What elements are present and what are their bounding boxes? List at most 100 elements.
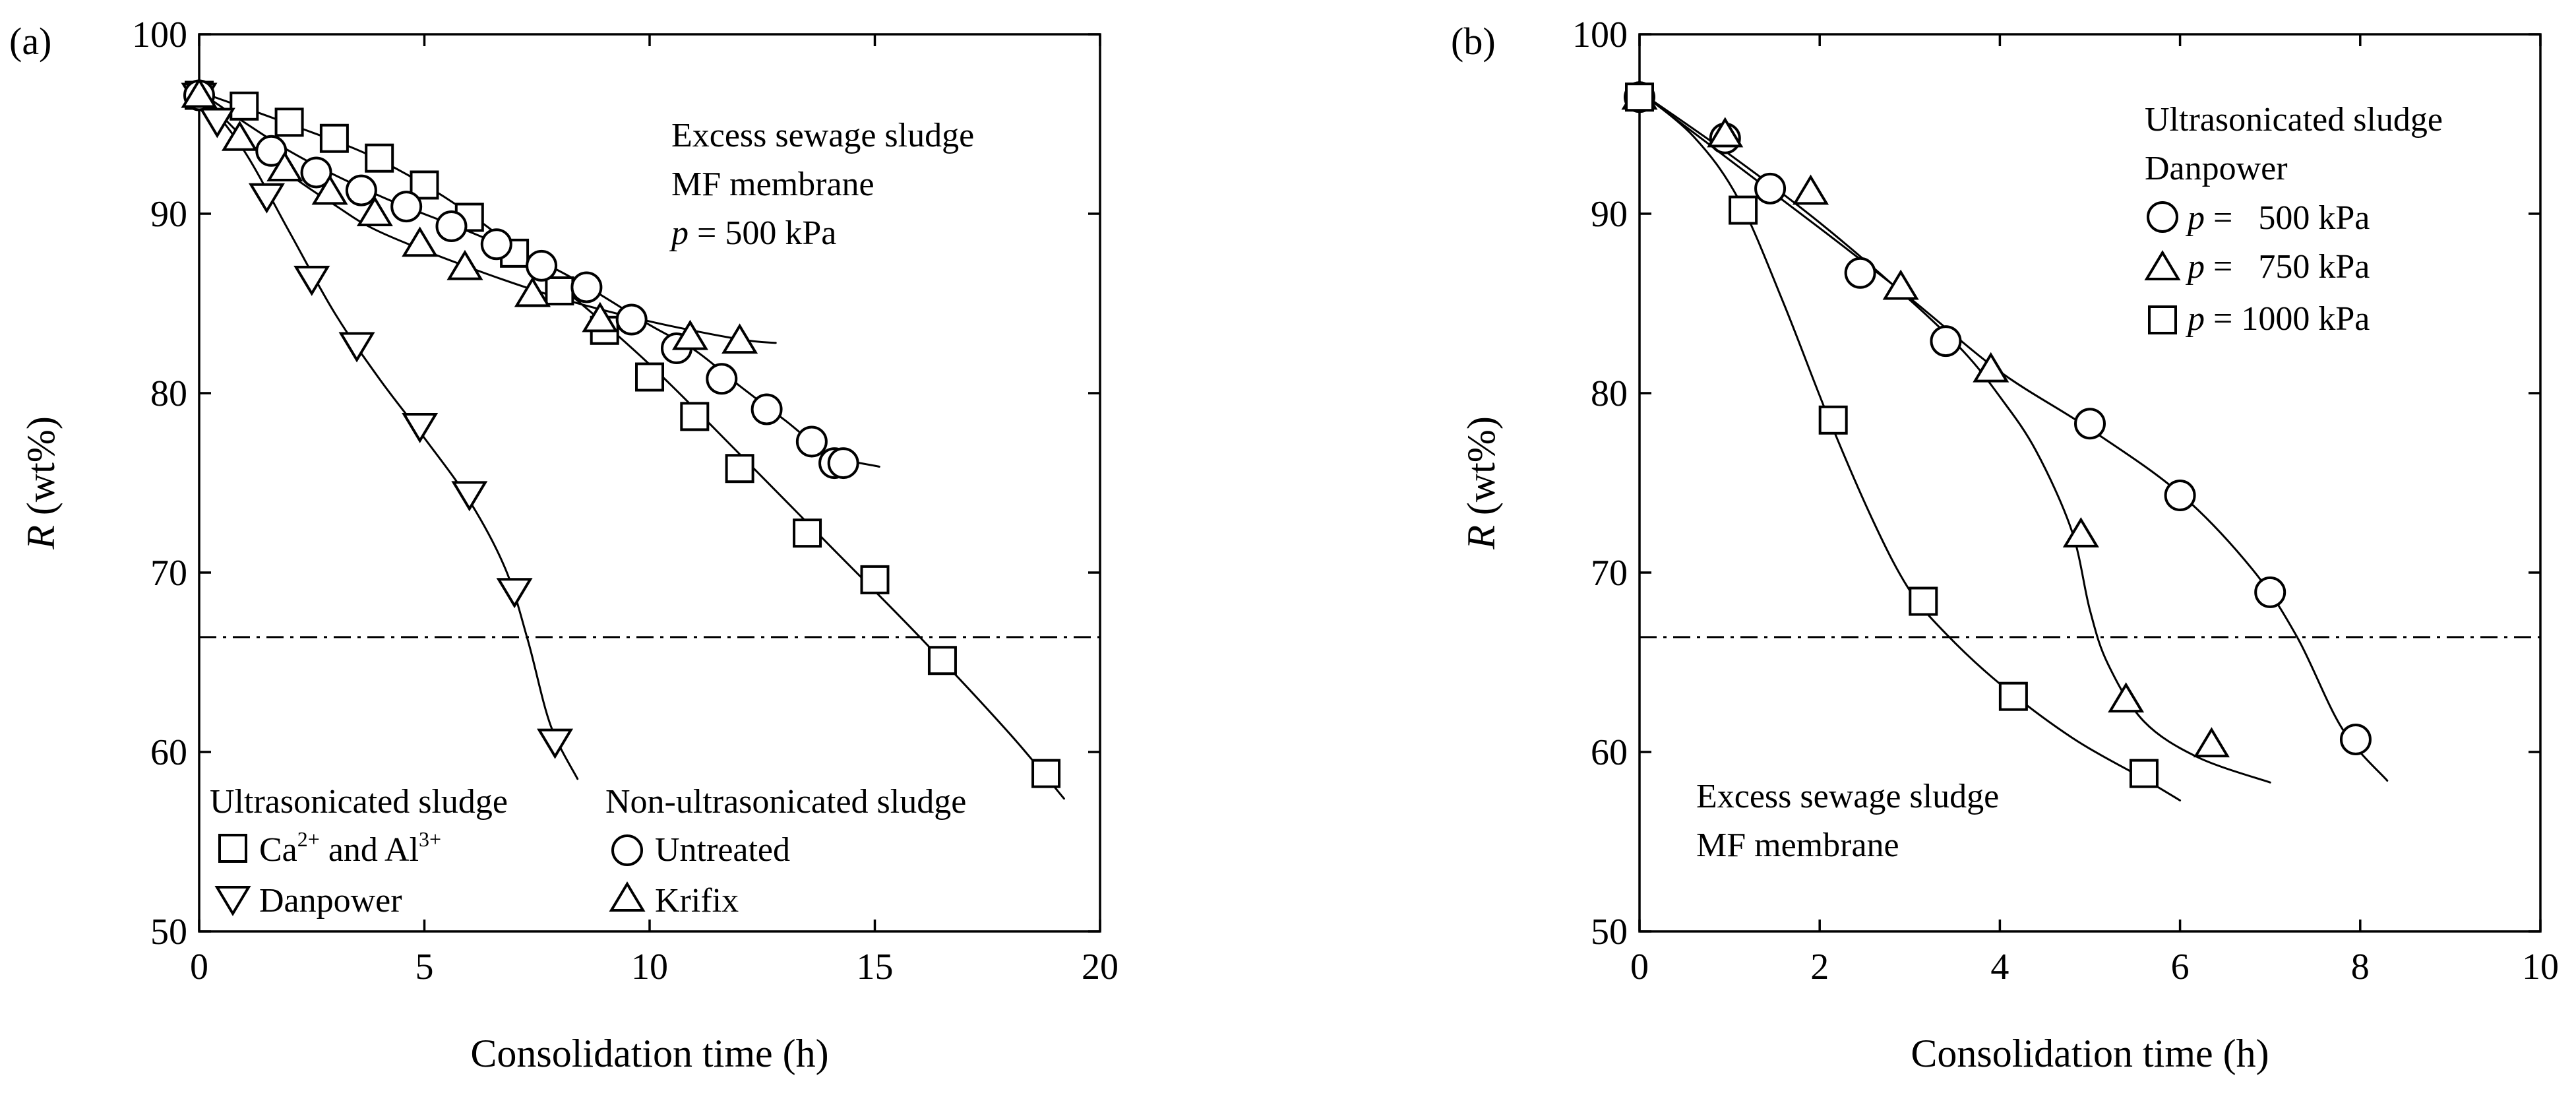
panel-a-point-untreated-13: [795, 425, 828, 458]
panel-a-point-untreated-9: [615, 303, 648, 336]
panel-b-point-p-750-kpa-5: [2062, 516, 2099, 548]
panel-b-point-p-750-kpa-4: [1973, 352, 2009, 383]
panel-a-point-ca2-and-al3-8: [545, 276, 574, 305]
panel-a-point-krifix-2: [266, 151, 303, 181]
panel-b-point-p-1000-kpa-1: [1729, 195, 1758, 225]
panel-a-point-ca2-and-al3-12: [725, 454, 754, 484]
panel-b-point-p-1000-kpa-5: [2129, 759, 2159, 788]
panel-a-point-danpower-5: [402, 412, 439, 443]
panel-b-x-tick-label-2: 2: [1810, 947, 1829, 987]
panel-a-point-untreated-5: [435, 210, 468, 243]
panel-a-legend-entry-krifix: Krifix: [655, 882, 739, 920]
panel-b-x-tick-label-6: 6: [2171, 947, 2190, 987]
panel-b-data-points: [1621, 79, 2372, 788]
panel-a-point-danpower-8: [537, 728, 574, 759]
panel-a-x-axis-label: Consolidation time (h): [470, 1032, 828, 1075]
panel-b-x-tick-label-0: 0: [1630, 947, 1649, 987]
panel-a-legend-square-marker: [218, 834, 247, 863]
panel-a-x-tick-label-10: 10: [631, 947, 668, 987]
panel-a-point-untreated-4: [390, 191, 423, 223]
panel-b-x-tick-label-4: 4: [1990, 947, 2009, 987]
panel-a-point-danpower-7: [496, 578, 533, 609]
panel-b-fit-p-750-kpa: [1638, 90, 2271, 784]
panel-a-point-ca2-and-al3-3: [319, 123, 349, 153]
panel-b-y-tick-label-80: 80: [1591, 373, 1628, 414]
panel-b-y-axis-unit: (wt%): [1459, 416, 1503, 515]
panel-a-y-tick-label-100: 100: [132, 15, 187, 55]
panel-a-pressure-symbol: p: [669, 214, 689, 252]
panel-a-legend-title-non-ultrasonicated: Non-ultrasonicated sludge: [605, 783, 966, 821]
panel-a-legend-triangle-down-marker: [214, 886, 251, 916]
panel-b-point-p-1000-kpa-0: [1625, 82, 1654, 112]
panel-b-x-tick-label-8: 8: [2351, 947, 2370, 987]
panel-b-annotation-top-line-2: Danpower: [2145, 150, 2288, 187]
panel-a-point-ca2-and-al3-13: [793, 518, 822, 548]
panel-a: (a) 0 5 10 15 20 50 60 70 80 90 100 Consolidation …: [9, 15, 1119, 1075]
panel-b-x-tick-label-10: 10: [2522, 947, 2559, 987]
panel-b-point-p-750-kpa-2: [1793, 174, 1829, 205]
panel-b-y-tick-label-60: 60: [1591, 732, 1628, 773]
panel-a-point-danpower-6: [451, 481, 488, 512]
panel-a-point-untreated-1: [255, 135, 288, 167]
panel-b-x-axis-label: Consolidation time (h): [1911, 1032, 2269, 1075]
panel-b-legend-entry-500: p = 500 kPa: [2185, 199, 2370, 237]
panel-a-y-axis-unit: (wt%): [19, 416, 63, 515]
panel-a-point-ca2-and-al3-10: [635, 362, 664, 392]
panel-b-ticks: 0 2 4 6 8 10 50 60 70 80 90 100: [1572, 15, 2559, 987]
panel-b-legend-triangle-up-marker: [2144, 250, 2181, 280]
panel-a-point-ca2-and-al3-11: [680, 402, 710, 431]
panel-b-legend: p = 500 kPa p = 750 kPa p = 1000 kPa: [2144, 199, 2370, 338]
panel-a-point-untreated-11: [706, 363, 738, 395]
panel-a-point-krifix-5: [402, 226, 439, 257]
panel-a-point-ca2-and-al3-1: [230, 91, 259, 121]
panel-b-point-p-1000-kpa-2: [1818, 405, 1848, 435]
panel-a-y-tick-label-70: 70: [150, 553, 187, 594]
panel-a-point-krifix-3: [311, 174, 348, 205]
panel-b-point-p-1000-kpa-4: [1998, 681, 2028, 711]
panel-b-point-p-500-kpa-4: [1930, 325, 1962, 358]
panel-a-y-axis-label: R (wt%): [19, 416, 63, 550]
panel-a-point-ca2-and-al3-4: [365, 143, 394, 173]
panel-b-legend-entry-750: p = 750 kPa: [2185, 248, 2370, 286]
panel-b-y-tick-label-50: 50: [1591, 912, 1628, 953]
panel-b-point-p-500-kpa-2: [1754, 172, 1787, 204]
panel-b: (b) 0 2 4 6 8 10 50 60 70 80 90 100 Consolidation t…: [1451, 15, 2559, 1075]
panel-a-point-untreated-7: [526, 249, 558, 282]
panel-a-point-ca2-and-al3-15: [927, 646, 957, 675]
panel-a-point-krifix-0: [181, 77, 218, 108]
panel-b-annotation-bottom-line-2: MF membrane: [1696, 827, 1899, 864]
panel-a-x-tick-label-0: 0: [190, 947, 208, 987]
panel-b-fit-p-1000-kpa: [1638, 90, 2182, 801]
panel-b-y-tick-label-90: 90: [1591, 194, 1628, 235]
panel-a-legend-and-al: and Al: [320, 831, 419, 869]
panel-b-legend-circle-marker: [2147, 201, 2178, 233]
panel-b-y-axis-symbol: R: [1459, 525, 1503, 550]
panel-b-annotation-bottom-line-1: Excess sewage sludge: [1696, 778, 1999, 815]
panel-b-y-tick-label-70: 70: [1591, 553, 1628, 594]
panel-a-point-krifix-4: [356, 196, 393, 226]
panel-a-point-untreated-6: [480, 228, 512, 261]
panel-b-y-tick-label-100: 100: [1572, 15, 1628, 55]
panel-a-legend-entry-untreated: Untreated: [655, 831, 790, 869]
panel-a-point-krifix-8: [582, 301, 619, 332]
panel-a-point-danpower-2: [248, 183, 285, 214]
panel-b-legend-750-symbol: p: [2185, 248, 2205, 286]
panel-a-y-tick-label-60: 60: [150, 732, 187, 773]
panel-b-point-p-750-kpa-6: [2108, 682, 2145, 713]
panel-b-fit-p-500-kpa: [1638, 90, 2389, 782]
panel-b-point-p-750-kpa-7: [2193, 727, 2230, 758]
panel-a-point-untreated-2: [300, 156, 332, 189]
panel-a-pressure-value: = 500 kPa: [689, 214, 836, 252]
panel-a-point-untreated-3: [345, 174, 377, 206]
panel-a-legend-al-charge: 3+: [419, 827, 441, 851]
panel-b-point-p-500-kpa-5: [2074, 408, 2106, 440]
panel-a-annotation-line-2: MF membrane: [671, 166, 874, 203]
panel-b-annotation-top-line-1: Ultrasonicated sludge: [2145, 101, 2443, 139]
panel-a-annotation-line-1: Excess sewage sludge: [671, 117, 974, 154]
panel-b-point-p-750-kpa-1: [1707, 117, 1744, 148]
panel-a-point-danpower-3: [293, 265, 330, 296]
panel-b-legend-1000-value: = 1000 kPa: [2205, 300, 2370, 338]
panel-a-pressure-label: p = 500 kPa: [669, 214, 836, 252]
panel-b-legend-entry-1000: p = 1000 kPa: [2185, 300, 2370, 338]
